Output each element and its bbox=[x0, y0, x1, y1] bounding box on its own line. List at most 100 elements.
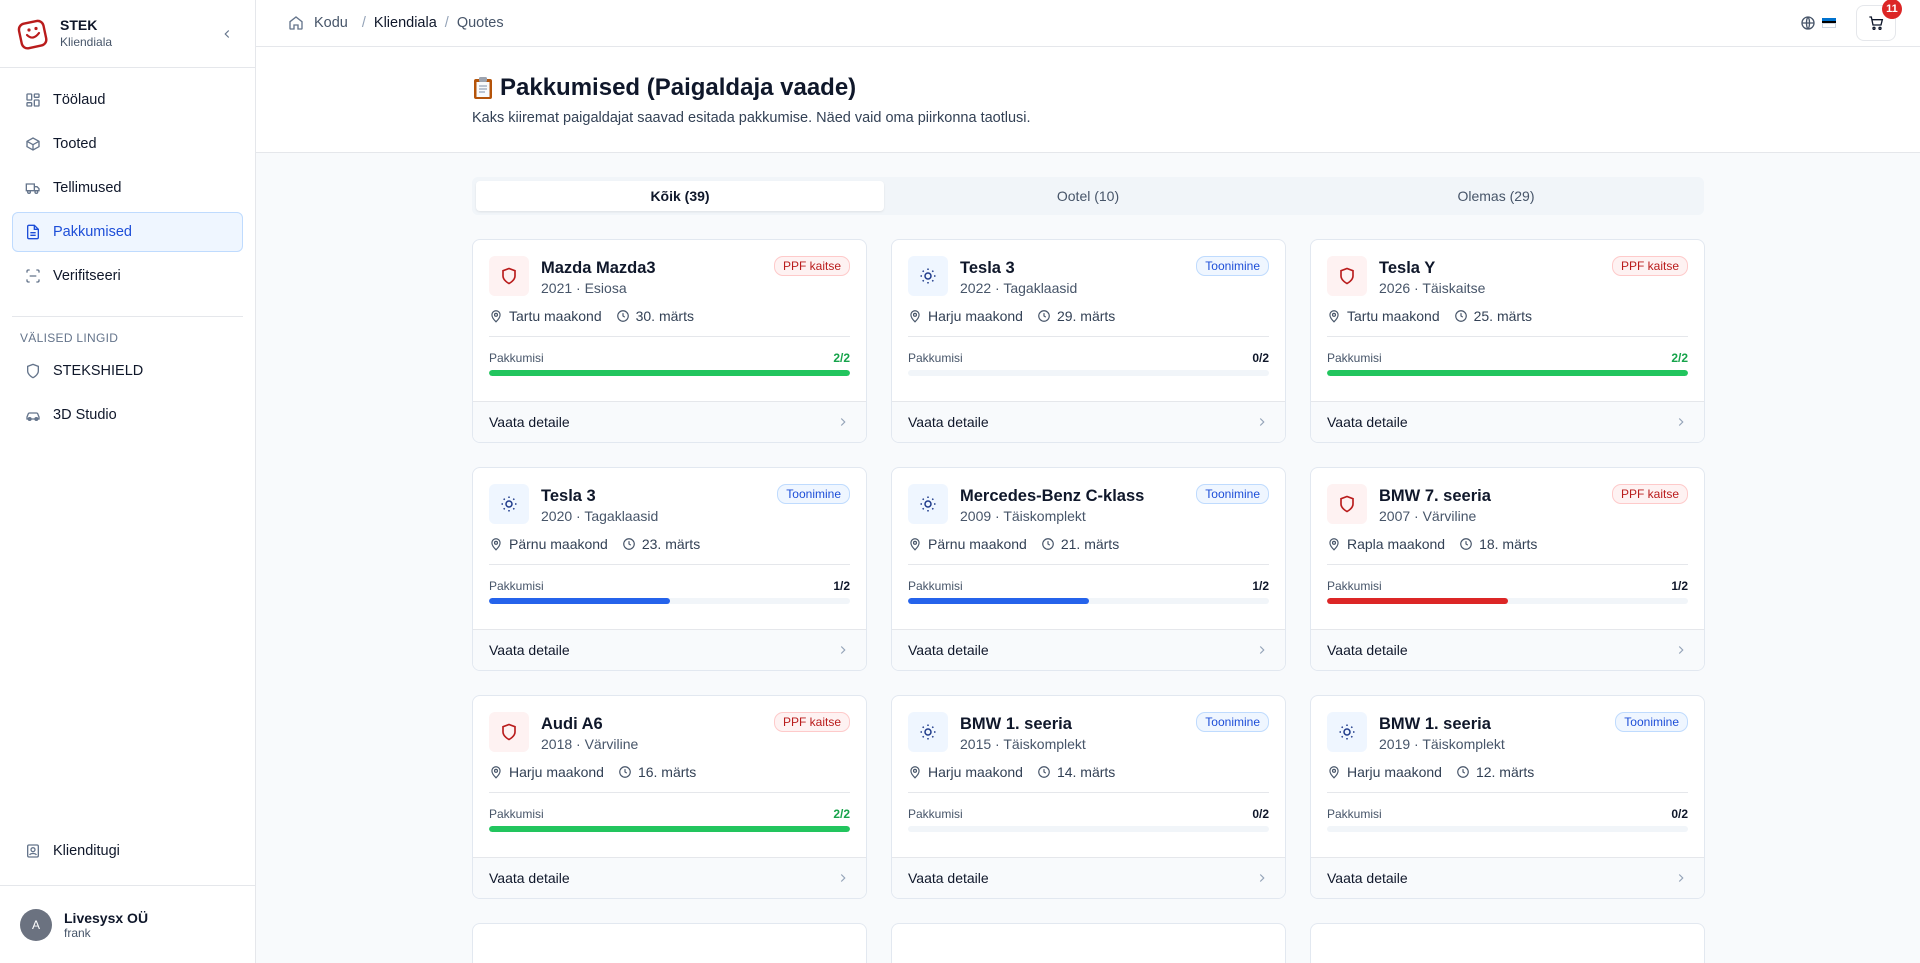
shield-icon bbox=[1340, 495, 1354, 513]
sidebar-item-3d-studio[interactable]: 3D Studio bbox=[12, 395, 243, 435]
language-switcher[interactable] bbox=[1800, 15, 1836, 31]
service-tag: Toonimine bbox=[777, 484, 850, 504]
vehicle-details: 2026 · Täiskaitse bbox=[1379, 280, 1486, 296]
sidebar-item-label: Pakkumised bbox=[53, 224, 132, 240]
view-details-button[interactable]: Vaata detaile bbox=[473, 629, 866, 670]
view-details-button[interactable]: Vaata detaile bbox=[1311, 629, 1704, 670]
map-pin-icon bbox=[910, 538, 920, 551]
vehicle-details: 2021 · Esiosa bbox=[541, 280, 627, 296]
vehicle-name: Audi A6 bbox=[541, 715, 603, 733]
service-icon bbox=[489, 712, 529, 752]
chevron-right-icon bbox=[1678, 874, 1684, 882]
progress-count: 2/2 bbox=[1671, 351, 1688, 365]
progress-label: Pakkumisi bbox=[1327, 807, 1382, 821]
breadcrumb-quotes: Quotes bbox=[456, 15, 504, 31]
service-tag: Toonimine bbox=[1615, 712, 1688, 732]
vehicle-name: Mazda Mazda3 bbox=[541, 259, 656, 277]
progress-bar bbox=[1327, 598, 1688, 604]
main-nav: Töölaud Tooted Tellimused Pakkumised Ver… bbox=[0, 68, 255, 300]
sidebar-item-tooted[interactable]: Tooted bbox=[12, 124, 243, 164]
vehicle-name: Mercedes-Benz C-klass bbox=[960, 487, 1145, 505]
quote-card: Mercedes-Benz C-klass 2009 · Täiskomplek… bbox=[891, 467, 1286, 671]
clock-icon bbox=[1454, 310, 1467, 322]
service-icon bbox=[908, 712, 948, 752]
shield-icon bbox=[502, 723, 516, 741]
view-details-button[interactable]: Vaata detaile bbox=[473, 401, 866, 442]
progress-label: Pakkumisi bbox=[908, 351, 963, 365]
view-details-label: Vaata detaile bbox=[489, 870, 570, 886]
view-details-button[interactable]: Vaata detaile bbox=[892, 857, 1285, 898]
sidebar-item-label: Tellimused bbox=[53, 180, 122, 196]
service-icon bbox=[1327, 484, 1367, 524]
progress-bar-fill bbox=[489, 826, 850, 832]
progress-count: 0/2 bbox=[1252, 807, 1269, 821]
cart-count-badge: 11 bbox=[1882, 0, 1902, 19]
sidebar-item-tellimused[interactable]: Tellimused bbox=[12, 168, 243, 208]
quote-card: Tesla 3 2022 · Tagaklaasid Toonimine Har… bbox=[891, 239, 1286, 443]
chevron-right-icon bbox=[840, 646, 846, 654]
sidebar-item-toolaud[interactable]: Töölaud bbox=[12, 80, 243, 120]
region: Rapla maakond bbox=[1347, 536, 1446, 552]
sun-icon bbox=[920, 496, 936, 512]
service-tag: Toonimine bbox=[1196, 256, 1269, 276]
clock-icon bbox=[619, 766, 631, 778]
view-details-label: Vaata detaile bbox=[489, 642, 570, 658]
service-tag: PPF kaitse bbox=[1611, 256, 1688, 276]
sidebar-item-stekshield[interactable]: STEKSHIELD bbox=[12, 351, 243, 391]
sidebar-item-label: 3D Studio bbox=[53, 407, 117, 423]
request-date: 29. märts bbox=[1056, 308, 1116, 324]
clock-icon bbox=[1042, 538, 1054, 550]
map-pin-icon bbox=[910, 310, 920, 323]
document-icon bbox=[25, 224, 41, 240]
stek-logo[interactable] bbox=[16, 17, 50, 51]
clock-icon bbox=[1457, 766, 1469, 778]
user-profile[interactable]: A Livesysx OÜ frank bbox=[0, 885, 255, 963]
tab-existing[interactable]: Olemas (29) bbox=[1457, 188, 1535, 204]
sidebar-item-pakkumised[interactable]: Pakkumised bbox=[12, 212, 243, 252]
progress-bar bbox=[1327, 370, 1688, 376]
progress-count: 1/2 bbox=[1252, 579, 1269, 593]
progress-label: Pakkumisi bbox=[489, 351, 544, 365]
brand-subtitle: Kliendiala bbox=[60, 34, 113, 49]
vehicle-name: BMW 1. seeria bbox=[1379, 715, 1491, 733]
shield-icon bbox=[1340, 267, 1354, 285]
map-pin-icon bbox=[910, 766, 920, 779]
progress-bar-fill bbox=[1327, 598, 1508, 604]
breadcrumb-kliendiala[interactable]: Kliendiala bbox=[373, 15, 437, 31]
vehicle-name: BMW 7. seeria bbox=[1379, 487, 1491, 505]
shield-icon bbox=[25, 363, 41, 379]
clock-icon bbox=[1038, 310, 1050, 322]
tab-pending[interactable]: Ootel (10) bbox=[1056, 188, 1120, 204]
contact-icon bbox=[25, 843, 41, 859]
chevron-right-icon bbox=[1678, 646, 1684, 654]
request-date: 14. märts bbox=[1056, 764, 1116, 780]
collapse-sidebar-button[interactable] bbox=[215, 22, 239, 46]
view-details-button[interactable]: Vaata detaile bbox=[1311, 401, 1704, 442]
quote-card: Audi A6 2018 · Värviline PPF kaitse Harj… bbox=[472, 695, 867, 899]
sidebar-item-verifitseeri[interactable]: Verifitseeri bbox=[12, 256, 243, 296]
car-icon bbox=[25, 407, 41, 423]
progress-label: Pakkumisi bbox=[1327, 579, 1382, 593]
sidebar-item-klienditugi[interactable]: Klienditugi bbox=[12, 831, 243, 871]
cart-button[interactable]: 11 bbox=[1856, 0, 1902, 41]
breadcrumb-home[interactable]: Kodu bbox=[314, 15, 348, 31]
request-date: 23. märts bbox=[641, 536, 701, 552]
map-pin-icon bbox=[491, 766, 501, 779]
progress-count: 2/2 bbox=[833, 807, 850, 821]
quote-card bbox=[472, 923, 867, 963]
view-details-button[interactable]: Vaata detaile bbox=[892, 629, 1285, 670]
home-icon[interactable] bbox=[288, 15, 304, 31]
external-links-heading: VÄLISED LINGID bbox=[20, 331, 119, 345]
progress-bar bbox=[908, 826, 1269, 832]
tab-all[interactable]: Kõik (39) bbox=[476, 181, 884, 211]
quote-card bbox=[891, 923, 1286, 963]
view-details-button[interactable]: Vaata detaile bbox=[892, 401, 1285, 442]
request-date: 12. märts bbox=[1475, 764, 1535, 780]
map-pin-icon bbox=[1329, 310, 1339, 323]
view-details-button[interactable]: Vaata detaile bbox=[1311, 857, 1704, 898]
sun-icon bbox=[920, 724, 936, 740]
chevron-right-icon bbox=[840, 418, 846, 426]
chevron-right-icon bbox=[1259, 646, 1265, 654]
progress-label: Pakkumisi bbox=[908, 579, 963, 593]
view-details-button[interactable]: Vaata detaile bbox=[473, 857, 866, 898]
